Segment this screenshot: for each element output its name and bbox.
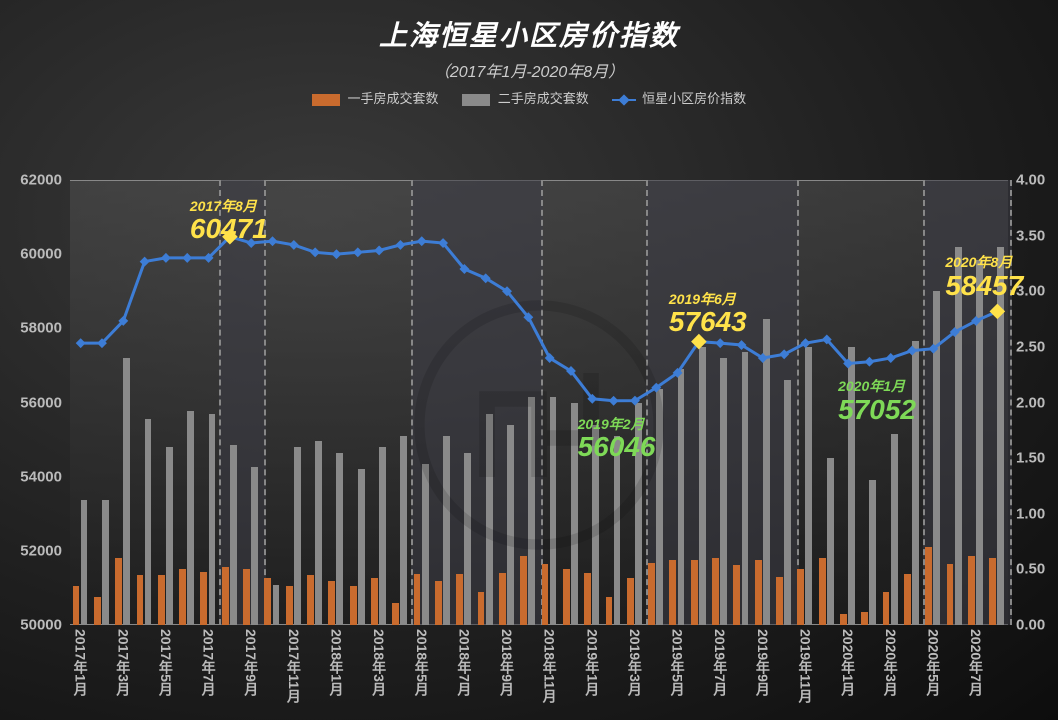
y-right-tick: 0.50 — [1008, 561, 1045, 578]
y-left-tick: 60000 — [20, 246, 70, 263]
y-left-tick: 50000 — [20, 617, 70, 634]
callout-value: 60471 — [190, 214, 268, 245]
y-right-tick: 1.50 — [1008, 450, 1045, 467]
x-tick: 2020年5月 — [923, 625, 943, 696]
legend-label-3: 恒星小区房价指数 — [642, 91, 746, 106]
x-tick: 2018年5月 — [412, 625, 432, 696]
x-tick: 2017年1月 — [71, 625, 91, 696]
callout: 2019年6月57643 — [669, 292, 747, 338]
legend-label-1: 一手房成交套数 — [348, 91, 439, 106]
x-tick: 2019年3月 — [625, 625, 645, 696]
x-tick: 2020年7月 — [966, 625, 986, 696]
legend-label-2: 二手房成交套数 — [498, 91, 589, 106]
legend-item-2: 二手房成交套数 — [462, 88, 589, 107]
x-tick: 2018年1月 — [326, 625, 346, 696]
x-tick: 2017年5月 — [156, 625, 176, 696]
callout-date: 2019年6月 — [669, 292, 747, 307]
y-left-tick: 58000 — [20, 320, 70, 337]
x-tick: 2017年11月 — [284, 625, 304, 703]
callout-date: 2019年2月 — [578, 417, 656, 432]
callout: 2020年1月57052 — [838, 379, 916, 425]
callout-date: 2020年8月 — [945, 255, 1023, 270]
x-tick: 2017年7月 — [199, 625, 219, 696]
x-tick: 2018年3月 — [369, 625, 389, 696]
chart-area: 500005200054000560005800060000620000.000… — [70, 180, 1008, 625]
callout: 2019年2月56046 — [578, 417, 656, 463]
y-right-tick: 4.00 — [1008, 172, 1045, 189]
chart-subtitle: （2017年1月-2020年8月） — [0, 58, 1058, 82]
callout-value: 57643 — [669, 307, 747, 338]
x-tick: 2018年9月 — [497, 625, 517, 696]
legend-item-1: 一手房成交套数 — [312, 88, 439, 107]
callout: 2017年8月60471 — [190, 199, 268, 245]
y-left-tick: 54000 — [20, 468, 70, 485]
y-right-tick: 1.00 — [1008, 505, 1045, 522]
callout-date: 2017年8月 — [190, 199, 268, 214]
x-tick: 2019年5月 — [668, 625, 688, 696]
x-tick: 2017年9月 — [241, 625, 261, 696]
y-left-tick: 56000 — [20, 394, 70, 411]
y-right-tick: 0.00 — [1008, 617, 1045, 634]
x-tick: 2017年3月 — [113, 625, 133, 696]
x-tick: 2019年9月 — [753, 625, 773, 696]
legend-swatch-1 — [312, 94, 340, 106]
chart-title: 上海恒星小区房价指数 — [0, 0, 1058, 54]
legend-swatch-3 — [612, 99, 636, 101]
callout: 2020年8月58457 — [945, 255, 1023, 301]
legend-swatch-2 — [462, 94, 490, 106]
callout-value: 58457 — [945, 271, 1023, 302]
y-left-tick: 52000 — [20, 542, 70, 559]
legend: 一手房成交套数 二手房成交套数 恒星小区房价指数 — [0, 88, 1058, 107]
x-tick: 2018年11月 — [540, 625, 560, 703]
x-tick: 2019年11月 — [795, 625, 815, 703]
legend-item-3: 恒星小区房价指数 — [612, 88, 746, 107]
callout-value: 56046 — [578, 432, 656, 463]
callout-date: 2020年1月 — [838, 379, 916, 394]
x-tick: 2018年7月 — [454, 625, 474, 696]
callout-value: 57052 — [838, 395, 916, 426]
y-left-tick: 62000 — [20, 172, 70, 189]
y-right-tick: 3.50 — [1008, 227, 1045, 244]
y-right-tick: 2.00 — [1008, 394, 1045, 411]
y-right-tick: 2.50 — [1008, 338, 1045, 355]
x-tick: 2019年1月 — [582, 625, 602, 696]
x-tick: 2020年1月 — [838, 625, 858, 696]
x-tick: 2020年3月 — [881, 625, 901, 696]
x-tick: 2019年7月 — [710, 625, 730, 696]
